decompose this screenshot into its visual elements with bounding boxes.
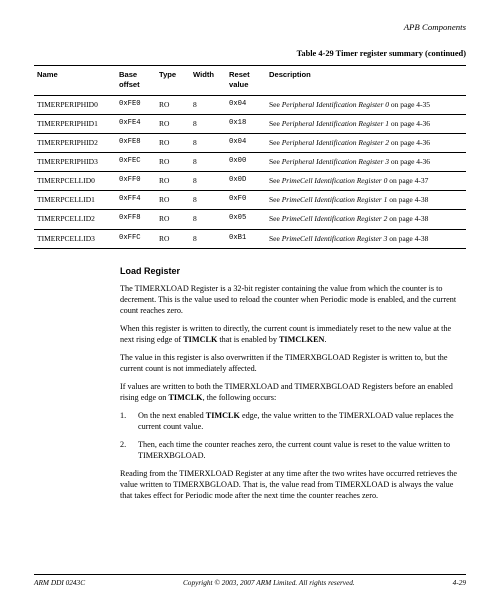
li1-a: On the next enabled: [138, 411, 206, 420]
cell-offset: 0xFEC: [116, 153, 156, 172]
cell-desc: See Peripheral Identification Register 0…: [266, 95, 466, 114]
cell-width: 8: [190, 153, 226, 172]
cell-offset: 0xFE8: [116, 133, 156, 152]
cell-name: TIMERPCELLID1: [34, 191, 116, 210]
load-register-heading: Load Register: [120, 265, 466, 277]
paragraph-2: When this register is written to directl…: [120, 323, 466, 345]
cell-type: RO: [156, 172, 190, 191]
col-name: Name: [34, 66, 116, 96]
cell-width: 8: [190, 172, 226, 191]
cell-desc: See Peripheral Identification Register 3…: [266, 153, 466, 172]
step-1-text: On the next enabled TIMCLK edge, the val…: [138, 410, 466, 432]
page: APB Components Table 4-29 Timer register…: [0, 0, 500, 600]
cell-reset: 0x00: [226, 153, 266, 172]
cell-reset: 0x05: [226, 210, 266, 229]
cell-name: TIMERPCELLID0: [34, 172, 116, 191]
cell-type: RO: [156, 95, 190, 114]
body-text: Load Register The TIMERXLOAD Register is…: [120, 265, 466, 501]
cell-type: RO: [156, 191, 190, 210]
cell-reset: 0x04: [226, 133, 266, 152]
cell-offset: 0xFF8: [116, 210, 156, 229]
cell-offset: 0xFFC: [116, 229, 156, 248]
cell-name: TIMERPERIPHID1: [34, 114, 116, 133]
paragraph-4: If values are written to both the TIMERX…: [120, 381, 466, 403]
paragraph-3: The value in this register is also overw…: [120, 352, 466, 374]
col-reset: Resetvalue: [226, 66, 266, 96]
step-2-num: 2.: [120, 439, 138, 461]
col-width: Width: [190, 66, 226, 96]
p2-d: TIMCLKEN: [279, 335, 325, 344]
cell-reset: 0x18: [226, 114, 266, 133]
p2-c: that is enabled by: [217, 335, 279, 344]
cell-name: TIMERPCELLID2: [34, 210, 116, 229]
cell-desc: See Peripheral Identification Register 2…: [266, 133, 466, 152]
table-row: TIMERPERIPHID00xFE0RO80x04See Peripheral…: [34, 95, 466, 114]
page-footer: ARM DDI 0243C Copyright © 2003, 2007 ARM…: [34, 574, 466, 588]
cell-type: RO: [156, 114, 190, 133]
col-type: Type: [156, 66, 190, 96]
steps-list: 1. On the next enabled TIMCLK edge, the …: [120, 410, 466, 460]
table-row: TIMERPCELLID20xFF8RO80x05See PrimeCell I…: [34, 210, 466, 229]
register-table: Name Baseoffset Type Width Resetvalue De…: [34, 65, 466, 249]
cell-reset: 0xF0: [226, 191, 266, 210]
footer-left: ARM DDI 0243C: [34, 578, 85, 588]
table-header-row: Name Baseoffset Type Width Resetvalue De…: [34, 66, 466, 96]
cell-desc: See PrimeCell Identification Register 2 …: [266, 210, 466, 229]
cell-desc: See PrimeCell Identification Register 1 …: [266, 191, 466, 210]
p4-b: TIMCLK: [168, 393, 202, 402]
col-desc: Description: [266, 66, 466, 96]
step-1: 1. On the next enabled TIMCLK edge, the …: [120, 410, 466, 432]
cell-offset: 0xFE0: [116, 95, 156, 114]
cell-width: 8: [190, 114, 226, 133]
cell-offset: 0xFF0: [116, 172, 156, 191]
cell-type: RO: [156, 153, 190, 172]
table-row: TIMERPERIPHID20xFE8RO80x04See Peripheral…: [34, 133, 466, 152]
cell-width: 8: [190, 229, 226, 248]
step-2: 2. Then, each time the counter reaches z…: [120, 439, 466, 461]
footer-right: 4-29: [453, 578, 466, 588]
table-row: TIMERPERIPHID30xFECRO80x00See Peripheral…: [34, 153, 466, 172]
paragraph-1: The TIMERXLOAD Register is a 32-bit regi…: [120, 283, 466, 316]
cell-offset: 0xFF4: [116, 191, 156, 210]
p4-c: , the following occurs:: [203, 393, 277, 402]
table-row: TIMERPERIPHID10xFE4RO80x18See Peripheral…: [34, 114, 466, 133]
cell-desc: See Peripheral Identification Register 1…: [266, 114, 466, 133]
cell-offset: 0xFE4: [116, 114, 156, 133]
cell-reset: 0xB1: [226, 229, 266, 248]
cell-width: 8: [190, 133, 226, 152]
li1-b: TIMCLK: [206, 411, 240, 420]
col-off: Baseoffset: [116, 66, 156, 96]
table-body: TIMERPERIPHID00xFE0RO80x04See Peripheral…: [34, 95, 466, 248]
section-header: APB Components: [34, 22, 466, 34]
cell-reset: 0x04: [226, 95, 266, 114]
table-row: TIMERPCELLID30xFFCRO80xB1See PrimeCell I…: [34, 229, 466, 248]
cell-width: 8: [190, 191, 226, 210]
cell-name: TIMERPERIPHID2: [34, 133, 116, 152]
step-2-text: Then, each time the counter reaches zero…: [138, 439, 466, 461]
p2-b: TIMCLK: [183, 335, 217, 344]
cell-name: TIMERPERIPHID3: [34, 153, 116, 172]
cell-desc: See PrimeCell Identification Register 0 …: [266, 172, 466, 191]
footer-mid: Copyright © 2003, 2007 ARM Limited. All …: [183, 578, 355, 588]
cell-name: TIMERPERIPHID0: [34, 95, 116, 114]
cell-desc: See PrimeCell Identification Register 3 …: [266, 229, 466, 248]
table-title: Table 4-29 Timer register summary (conti…: [34, 48, 466, 59]
cell-type: RO: [156, 210, 190, 229]
table-row: TIMERPCELLID10xFF4RO80xF0See PrimeCell I…: [34, 191, 466, 210]
cell-reset: 0x0D: [226, 172, 266, 191]
cell-type: RO: [156, 133, 190, 152]
paragraph-5: Reading from the TIMERXLOAD Register at …: [120, 468, 466, 501]
cell-name: TIMERPCELLID3: [34, 229, 116, 248]
p2-e: .: [324, 335, 326, 344]
step-1-num: 1.: [120, 410, 138, 432]
cell-type: RO: [156, 229, 190, 248]
table-row: TIMERPCELLID00xFF0RO80x0DSee PrimeCell I…: [34, 172, 466, 191]
cell-width: 8: [190, 95, 226, 114]
cell-width: 8: [190, 210, 226, 229]
